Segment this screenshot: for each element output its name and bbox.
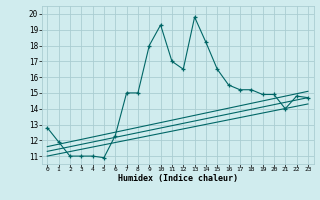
X-axis label: Humidex (Indice chaleur): Humidex (Indice chaleur) (118, 174, 237, 183)
